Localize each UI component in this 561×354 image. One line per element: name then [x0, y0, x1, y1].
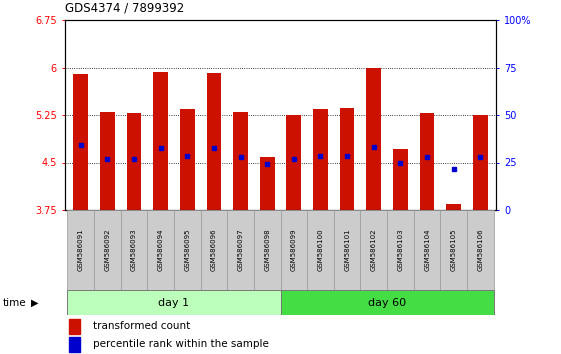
Text: GSM586092: GSM586092 [104, 229, 110, 271]
FancyBboxPatch shape [94, 210, 121, 290]
Bar [153, 72, 168, 210]
Text: GSM586105: GSM586105 [451, 229, 457, 271]
Bar [260, 158, 274, 210]
Text: GSM586100: GSM586100 [318, 229, 324, 271]
Bar [69, 337, 80, 352]
Text: GSM586099: GSM586099 [291, 229, 297, 271]
Bar [127, 113, 141, 210]
Bar [366, 68, 381, 210]
Text: percentile rank within the sample: percentile rank within the sample [93, 339, 269, 349]
FancyBboxPatch shape [280, 290, 494, 315]
Bar [73, 74, 88, 210]
Bar [287, 115, 301, 210]
Bar [206, 73, 221, 210]
FancyBboxPatch shape [254, 210, 280, 290]
Bar [100, 112, 114, 210]
FancyBboxPatch shape [121, 210, 147, 290]
Text: day 1: day 1 [158, 297, 190, 308]
Text: GSM586096: GSM586096 [211, 229, 217, 271]
FancyBboxPatch shape [227, 210, 254, 290]
FancyBboxPatch shape [387, 210, 414, 290]
Text: GSM586095: GSM586095 [184, 229, 190, 271]
FancyBboxPatch shape [67, 290, 280, 315]
FancyBboxPatch shape [467, 210, 494, 290]
Text: GSM586098: GSM586098 [264, 229, 270, 271]
Bar [180, 109, 195, 210]
FancyBboxPatch shape [440, 210, 467, 290]
Text: GSM586101: GSM586101 [344, 229, 350, 271]
FancyBboxPatch shape [147, 210, 174, 290]
Text: time: time [3, 297, 26, 308]
Bar [420, 113, 434, 210]
Text: GSM586106: GSM586106 [477, 229, 484, 271]
Bar [393, 149, 408, 210]
Bar [447, 204, 461, 210]
Text: GSM586094: GSM586094 [158, 229, 163, 271]
Text: ▶: ▶ [31, 297, 38, 308]
FancyBboxPatch shape [174, 210, 200, 290]
FancyBboxPatch shape [280, 210, 307, 290]
Text: GSM586104: GSM586104 [424, 229, 430, 271]
Text: GSM586097: GSM586097 [237, 229, 243, 271]
Bar [69, 319, 80, 334]
FancyBboxPatch shape [200, 210, 227, 290]
Text: GSM586103: GSM586103 [398, 229, 403, 271]
FancyBboxPatch shape [67, 210, 94, 290]
Bar [473, 115, 488, 210]
Text: transformed count: transformed count [93, 321, 190, 331]
Text: GDS4374 / 7899392: GDS4374 / 7899392 [65, 2, 184, 15]
Text: day 60: day 60 [368, 297, 406, 308]
FancyBboxPatch shape [414, 210, 440, 290]
FancyBboxPatch shape [361, 210, 387, 290]
FancyBboxPatch shape [307, 210, 334, 290]
Bar [340, 108, 355, 210]
Bar [313, 109, 328, 210]
Text: GSM586093: GSM586093 [131, 229, 137, 271]
Bar [233, 112, 248, 210]
FancyBboxPatch shape [334, 210, 361, 290]
Text: GSM586091: GSM586091 [77, 229, 84, 271]
Text: GSM586102: GSM586102 [371, 229, 377, 271]
